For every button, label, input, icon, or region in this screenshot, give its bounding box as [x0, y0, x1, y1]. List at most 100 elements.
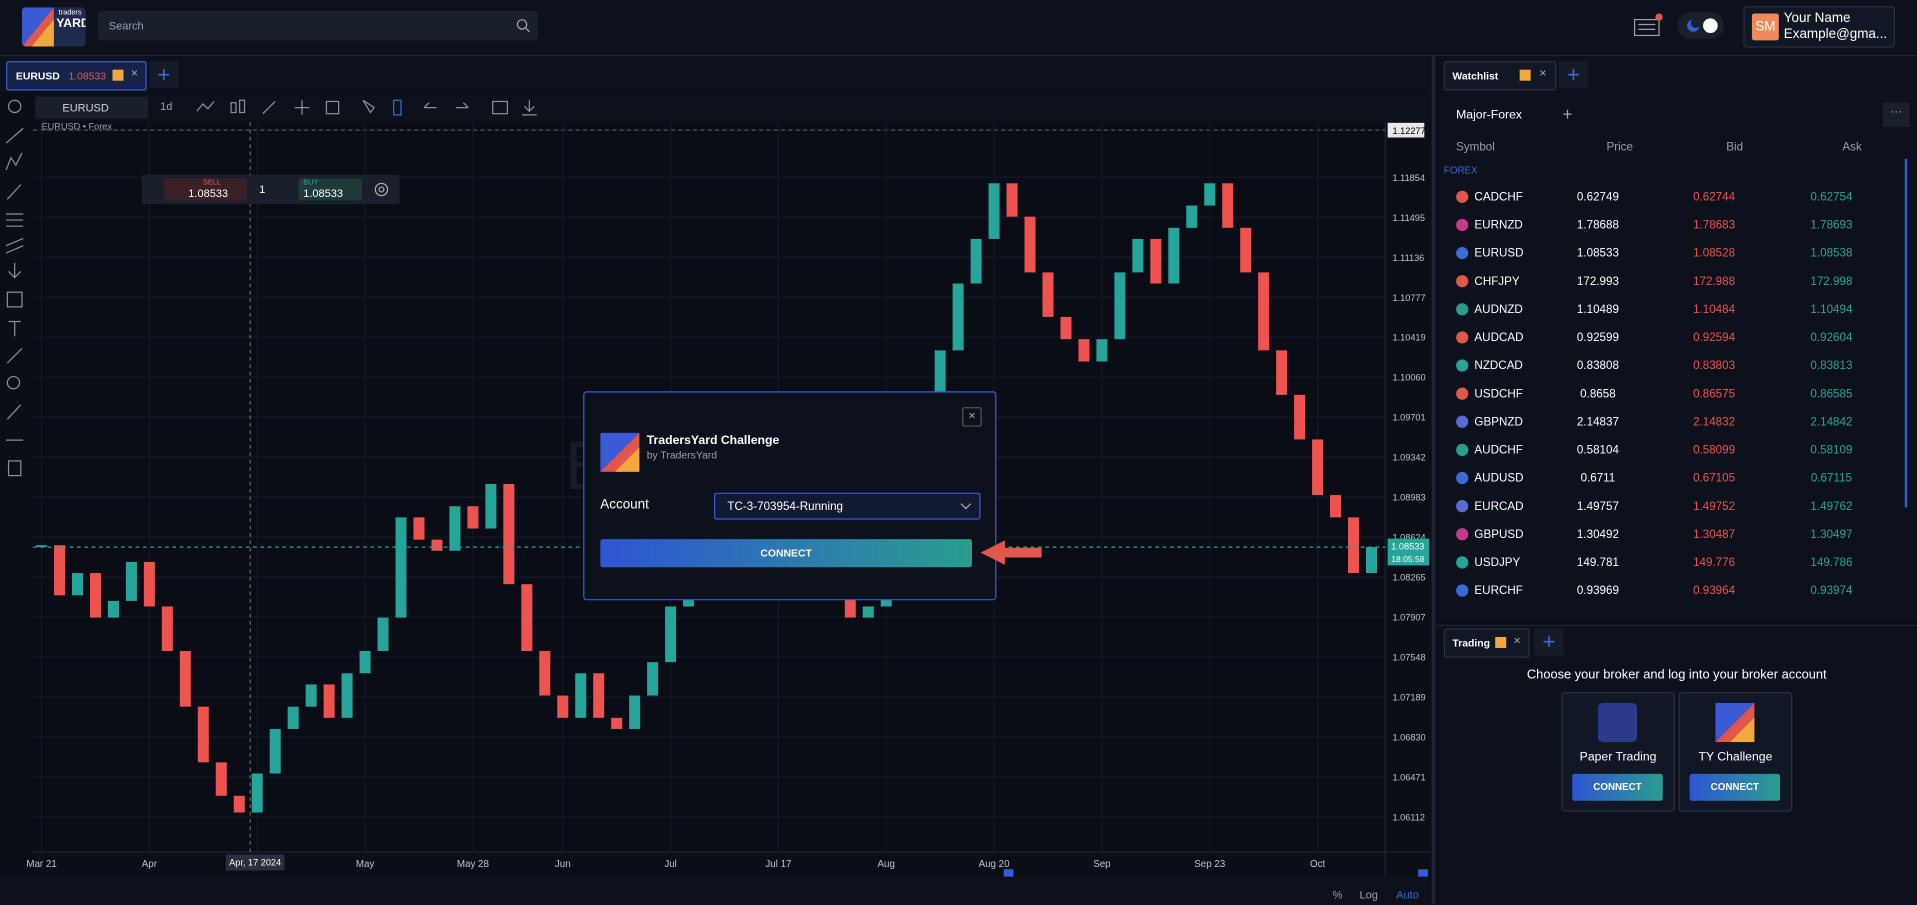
y-tick-label: 1.10777 [1393, 293, 1426, 303]
row-price: 149.781 [1576, 556, 1619, 570]
modal-close[interactable]: × [962, 407, 982, 427]
chart-tab[interactable]: EURUSD 1.08533 × [6, 61, 147, 91]
row-symbol: AUDCAD [1474, 331, 1524, 345]
row-ask: 0.83813 [1810, 359, 1853, 373]
row-price: 0.8658 [1580, 387, 1616, 402]
auto-scale[interactable]: Auto [1396, 888, 1419, 902]
toolbar-icons[interactable] [192, 97, 559, 119]
watchlist-close[interactable]: × [1539, 67, 1547, 81]
logo[interactable]: traders YARD [22, 7, 86, 47]
time-scroll-handle[interactable] [1003, 869, 1014, 882]
candle [1150, 238, 1162, 284]
trading-tab[interactable]: Trading × [1443, 628, 1530, 658]
log-scale[interactable]: Log [1359, 888, 1378, 902]
broker-card[interactable]: TY Challenge CONNECT [1678, 691, 1793, 812]
row-symbol: EURCHF [1474, 584, 1523, 598]
watchlist-row[interactable]: EURUSD 1.08533 1.08528 1.08538 [1438, 240, 1903, 268]
candle [395, 517, 407, 618]
watchlist-row[interactable]: AUDNZD 1.10489 1.10484 1.10494 [1438, 296, 1903, 324]
candle [575, 673, 587, 718]
modal-title: TradersYard Challenge [646, 434, 780, 448]
buy-button[interactable]: BUY 1.08533 [298, 178, 362, 201]
crosshair-date: Apr, 17 2024 [229, 858, 281, 868]
sell-button[interactable]: SELL 1.08533 [163, 178, 247, 201]
theme-toggle[interactable] [1677, 12, 1724, 40]
watchlist-row[interactable]: AUDCAD 0.92599 0.92594 0.92604 [1438, 324, 1903, 352]
row-ask: 1.49762 [1810, 500, 1853, 514]
row-symbol: EURCAD [1474, 500, 1524, 514]
row-bid: 1.78683 [1693, 218, 1736, 233]
watchlist-row[interactable]: EURCHF 0.93969 0.93964 0.93974 [1438, 577, 1903, 605]
candle [215, 762, 227, 796]
candle [593, 673, 605, 718]
add-trading[interactable]: + [1534, 628, 1564, 656]
watchlist-row[interactable]: GBPUSD 1.30492 1.30487 1.30497 [1438, 521, 1903, 549]
candle [1096, 339, 1108, 362]
watchlist-name[interactable]: Major-Forex [1456, 108, 1522, 123]
candle [449, 506, 461, 551]
tab-close[interactable]: × [130, 67, 138, 81]
sell-label: SELL [202, 179, 221, 188]
candle [467, 506, 479, 529]
candle [1240, 227, 1252, 273]
candle [107, 600, 119, 618]
ty-logo [1715, 702, 1755, 743]
connect-button[interactable]: CONNECT [1572, 773, 1663, 801]
search-box[interactable]: Search [97, 11, 538, 41]
candle [539, 651, 551, 696]
add-watchlist[interactable]: + [1558, 61, 1589, 89]
watchlist-tab[interactable]: Watchlist × [1443, 61, 1557, 91]
watchlist-row[interactable]: GBPNZD 2.14837 2.14832 2.14842 [1438, 408, 1903, 436]
panel-divider[interactable] [1431, 56, 1436, 905]
row-symbol: CADCHF [1474, 190, 1523, 205]
watchlist-scrollbar[interactable] [1904, 158, 1908, 508]
row-ask: 0.93974 [1810, 584, 1853, 598]
time-scroll-handle[interactable] [1418, 869, 1428, 882]
flag-icon [1456, 190, 1469, 203]
trading-close[interactable]: × [1513, 634, 1521, 648]
watchlist-row[interactable]: CHFJPY 172.993 172.988 172.998 [1438, 268, 1903, 296]
y-tick-label: 1.10419 [1393, 333, 1426, 343]
candle [934, 350, 946, 395]
column-ask: Ask [1842, 140, 1862, 155]
candle [1276, 350, 1288, 395]
watchlist-menu[interactable]: ··· [1882, 102, 1910, 128]
watchlist-row[interactable]: AUDUSD 0.6711 0.67105 0.67115 [1438, 465, 1903, 493]
new-list[interactable]: + [1562, 103, 1573, 124]
drawing-tools[interactable] [0, 94, 29, 485]
candle [323, 684, 335, 718]
y-tick-label: 1.11495 [1393, 213, 1425, 223]
profile[interactable]: SM Your Name Example@gma... [1743, 6, 1895, 48]
candle [503, 483, 515, 585]
countdown: 18:05:58 [1391, 554, 1425, 564]
watchlist-row[interactable]: USDJPY 149.781 149.776 149.786 [1438, 549, 1903, 577]
y-tick-label: 1.06830 [1393, 732, 1426, 742]
account-select[interactable]: TC-3-703954-Running [713, 492, 981, 520]
search-icon [516, 19, 530, 33]
broker-card[interactable]: Paper Trading CONNECT [1561, 691, 1675, 812]
group-label[interactable]: FOREX [1443, 165, 1478, 177]
candle [1222, 183, 1234, 228]
watchlist-row[interactable]: EURNZD 1.78688 1.78683 1.78693 [1438, 212, 1903, 240]
y-tick-label: 1.09342 [1393, 453, 1426, 463]
watchlist-row[interactable]: CADCHF 0.62749 0.62744 0.62754 [1438, 183, 1903, 211]
watchlist-row[interactable]: USDCHF 0.8658 0.86575 0.86585 [1438, 380, 1903, 408]
quantity[interactable]: 1 [259, 183, 266, 196]
add-tab[interactable]: + [149, 61, 179, 89]
notifications-icon[interactable] [1632, 12, 1666, 39]
symbol-search[interactable]: EURUSD [35, 96, 148, 119]
tab-color [112, 69, 124, 81]
connect-button[interactable]: CONNECT [1689, 773, 1781, 801]
watchlist-row[interactable]: AUDCHF 0.58104 0.58099 0.58109 [1438, 436, 1903, 464]
watchlist-row[interactable]: EURCAD 1.49757 1.49752 1.49762 [1438, 493, 1903, 521]
x-tick-label: Aug [878, 859, 895, 870]
widget-settings[interactable] [373, 181, 390, 198]
candle [1330, 495, 1342, 518]
modal-connect-button[interactable]: CONNECT [600, 539, 972, 568]
trading-tab-label: Trading [1452, 636, 1490, 650]
percent-scale[interactable]: % [1332, 888, 1343, 902]
interval[interactable]: 1d [160, 100, 173, 113]
flag-icon [1456, 556, 1469, 569]
watchlist-row[interactable]: NZDCAD 0.83808 0.83803 0.83813 [1438, 352, 1903, 380]
watchlist-panel [1436, 56, 1917, 622]
